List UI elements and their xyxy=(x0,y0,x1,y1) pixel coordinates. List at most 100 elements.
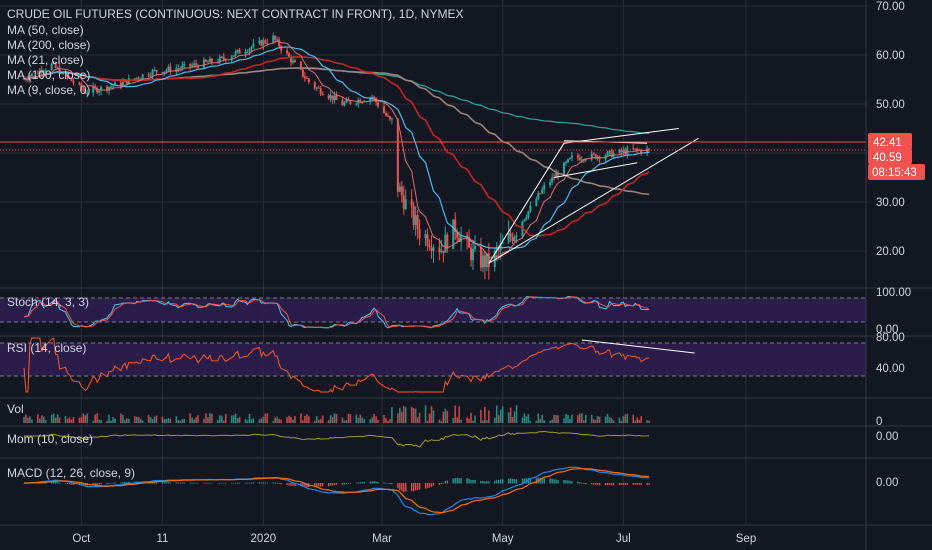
volume-bar xyxy=(135,416,138,423)
volume-bar xyxy=(563,418,565,423)
candle-body xyxy=(576,155,579,158)
legend: MA (50, close)MA (200, close)MA (21, clo… xyxy=(7,23,90,97)
candle-body xyxy=(111,85,114,87)
volume-bar xyxy=(167,418,170,423)
candle-body xyxy=(470,247,473,261)
volume-bar xyxy=(592,419,595,423)
candle-body xyxy=(636,148,639,150)
candle-body xyxy=(384,113,387,116)
candle-body xyxy=(155,70,158,73)
volume-bar xyxy=(499,409,502,423)
macd-histogram-bar xyxy=(500,479,502,484)
volume-bar xyxy=(497,415,500,423)
trendline xyxy=(488,142,565,264)
volume-bar xyxy=(638,419,640,423)
candle-body xyxy=(301,69,304,77)
candle-body xyxy=(383,106,385,114)
macd-histogram-bar xyxy=(45,482,47,484)
volume-bar xyxy=(391,407,393,423)
volume-bar xyxy=(248,414,251,423)
macd-histogram-bar xyxy=(230,483,233,484)
volume-bar xyxy=(355,414,358,423)
macd-histogram-bar xyxy=(306,483,308,488)
macd-histogram-bar xyxy=(54,481,57,484)
macd-histogram-bar xyxy=(23,483,25,484)
macd-histogram-bar xyxy=(288,483,290,486)
candle-body xyxy=(648,148,651,150)
macd-histogram-bar xyxy=(264,482,267,484)
macd-histogram-bar xyxy=(50,481,53,484)
candle-body xyxy=(274,35,277,40)
volume-bar xyxy=(521,417,524,423)
volume-bar xyxy=(319,418,322,423)
candle-body xyxy=(38,70,41,74)
candle-body xyxy=(483,255,486,268)
volume-bar xyxy=(432,410,435,423)
candle-body xyxy=(551,177,554,183)
candle-body xyxy=(147,74,150,76)
volume-bar xyxy=(410,406,413,423)
candle-body xyxy=(369,97,372,102)
candle-body xyxy=(501,242,504,244)
volume-bar xyxy=(56,414,59,423)
macd-histogram-bar xyxy=(335,483,338,485)
volume-bar xyxy=(72,417,75,423)
macd-histogram-bar xyxy=(191,482,193,484)
macd-histogram-bar xyxy=(474,479,476,484)
vol-tick-0: 0 xyxy=(876,416,882,428)
candle-body xyxy=(315,87,318,89)
candle-body xyxy=(525,216,528,220)
macd-histogram-bar xyxy=(56,482,59,484)
candle-body xyxy=(371,96,374,98)
macd-histogram-bar xyxy=(106,483,108,484)
volume-bar xyxy=(333,413,336,423)
volume-bar xyxy=(64,416,67,423)
volume-bar xyxy=(640,416,642,423)
macd-histogram-bar xyxy=(606,483,609,486)
candle-body xyxy=(52,62,55,64)
candle-body xyxy=(30,73,33,77)
price-tag-last: 40.59 xyxy=(868,149,912,164)
svg-text:08:15:43: 08:15:43 xyxy=(872,167,917,179)
volume-bar xyxy=(78,417,81,423)
candle-body xyxy=(634,148,637,150)
macd-histogram-bar xyxy=(280,483,282,485)
candle-body xyxy=(290,56,293,63)
candle-body xyxy=(432,247,435,251)
volume-bar xyxy=(571,414,573,423)
macd-histogram-bar xyxy=(634,483,636,485)
candle-body xyxy=(264,40,267,43)
macd-histogram-bar xyxy=(571,481,573,484)
volume-bar xyxy=(357,417,360,423)
volume-bar xyxy=(582,420,585,423)
vol-label: Vol xyxy=(7,402,24,416)
rsi-tick-40: 40.00 xyxy=(876,363,905,375)
candle-body xyxy=(527,211,530,217)
candle-body xyxy=(454,219,457,233)
candle-body xyxy=(135,77,138,79)
volume-bar xyxy=(511,416,514,423)
candle-body xyxy=(303,76,306,79)
macd-histogram-bar xyxy=(96,483,98,485)
macd-histogram-bar xyxy=(193,482,195,484)
candle-body xyxy=(543,185,546,190)
ma21-line xyxy=(23,46,650,249)
volume-bar xyxy=(92,420,95,423)
volume-bar xyxy=(217,420,219,423)
volume-bar xyxy=(54,417,57,423)
macd-histogram-bar xyxy=(161,482,164,484)
volume-bar xyxy=(70,419,73,423)
macd-histogram-bar xyxy=(596,483,599,485)
candle-body xyxy=(286,50,289,54)
candle-body xyxy=(181,65,184,69)
macd-histogram-bar xyxy=(456,477,458,484)
volume-bar xyxy=(278,419,280,423)
macd-histogram-bar xyxy=(567,480,569,484)
volume-bar xyxy=(401,411,403,423)
macd-histogram-bar xyxy=(488,481,490,484)
volume-bar xyxy=(31,419,33,423)
volume-bar xyxy=(452,417,455,423)
candle-body xyxy=(66,73,69,77)
volume-bar xyxy=(211,413,213,423)
candle-body xyxy=(398,186,401,192)
